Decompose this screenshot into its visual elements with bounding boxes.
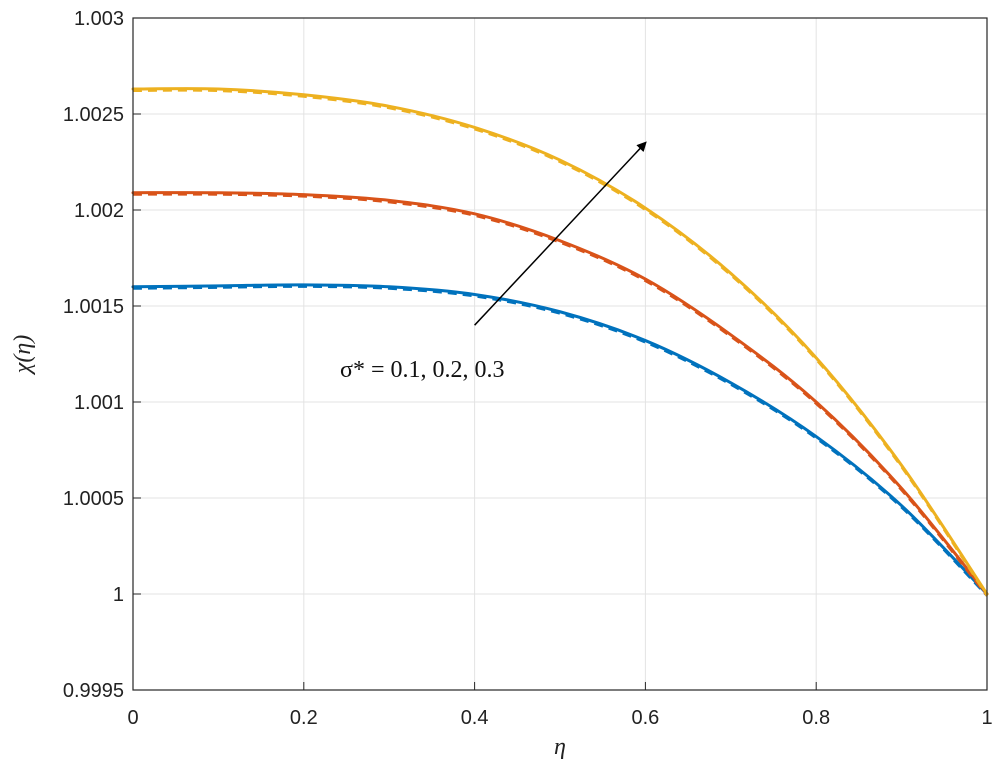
series-line-2 [131, 191, 989, 596]
annotation-arrow [474, 141, 647, 326]
x-tick-label: 0.6 [631, 707, 659, 729]
annotation: σ* = 0.1, 0.2, 0.3 [340, 141, 647, 383]
series-line-1 [131, 283, 989, 596]
y-tick-label: 1.0015 [63, 296, 124, 318]
series-line-3 [131, 87, 989, 596]
x-tick-label: 1 [981, 707, 992, 729]
y-tick-label: 1.002 [74, 200, 124, 222]
series-dashed-line-2 [132, 193, 988, 597]
grid [132, 17, 988, 691]
y-tick-label: 1.0025 [63, 104, 124, 126]
x-axis: 0 0.2 0.4 0.6 0.8 1 [127, 682, 993, 729]
x-tick-label: 0.2 [290, 707, 318, 729]
x-tick-label: 0.8 [802, 707, 830, 729]
y-tick-label: 0.9995 [63, 680, 124, 702]
plot-frame [132, 17, 988, 691]
y-tick-label: 1.003 [74, 8, 124, 30]
x-axis-label: η [554, 734, 566, 760]
series-group [131, 87, 989, 597]
x-tick-label: 0 [127, 707, 138, 729]
series-dashed-line-1 [132, 285, 988, 597]
y-tick-label: 1.001 [74, 392, 124, 414]
y-axis-label: χ(η) [10, 335, 36, 375]
y-axis: 0.9995 1 1.0005 1.001 1.0015 1.002 1.0025 1.003 [63, 8, 141, 702]
y-tick-label: 1.0005 [63, 488, 124, 510]
y-tick-label: 1 [113, 584, 124, 606]
x-tick-label: 0.4 [461, 707, 489, 729]
series-dashed-line-3 [132, 89, 988, 597]
annotation-label: σ* = 0.1, 0.2, 0.3 [340, 357, 504, 383]
